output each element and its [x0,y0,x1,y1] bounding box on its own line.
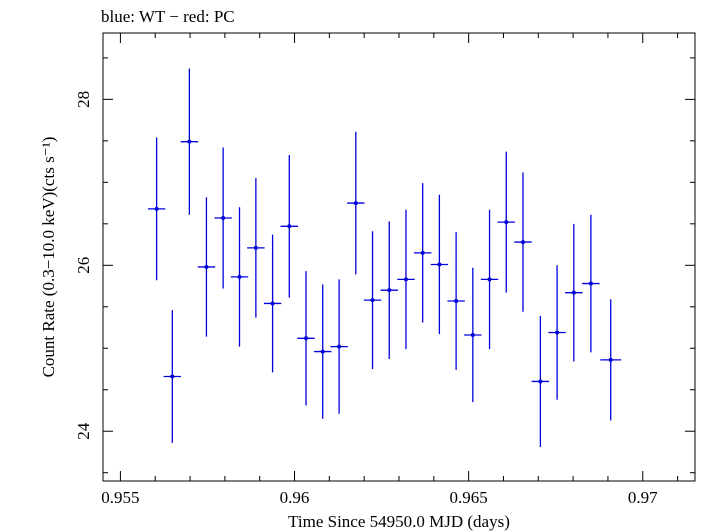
data-point [447,232,465,370]
data-point [413,183,432,323]
x-tick-label: 0.97 [628,488,658,507]
data-point [297,271,315,406]
data-point [347,131,365,275]
data-point [531,315,550,447]
chart-title: blue: WT − red: PC [101,7,235,26]
data-point [330,279,348,414]
data-point [600,299,622,421]
data-series [147,68,622,447]
y-tick-label: 28 [74,91,93,108]
data-point [380,221,398,360]
data-marker [403,277,408,282]
data-point [514,172,532,312]
data-marker [608,357,613,362]
data-marker [555,330,560,335]
data-point [230,207,249,347]
data-point [314,284,332,419]
data-point [214,147,232,289]
data-point [180,68,199,215]
data-marker [320,349,325,354]
data-point [480,209,499,350]
x-tick-label: 0.965 [450,488,488,507]
data-marker [588,281,593,286]
data-marker [420,250,425,255]
data-marker [470,332,475,337]
x-tick-label: 0.955 [101,488,139,507]
data-point [363,231,382,369]
y-axis: 24 26 28 [74,57,695,474]
data-marker [253,245,258,250]
data-marker [170,374,175,379]
x-axis-label: Time Since 54950.0 MJD (days) [288,512,510,531]
data-point [548,265,566,400]
x-axis: 0.955 0.96 0.965 0.97 [101,33,679,507]
data-marker [487,277,492,282]
data-marker [221,216,226,221]
data-point [147,137,166,281]
data-marker [538,379,543,384]
data-marker [237,274,242,279]
data-point [397,209,415,350]
data-marker [337,344,342,349]
data-point [565,223,583,362]
data-marker [287,224,292,229]
y-tick-label: 24 [74,422,93,440]
data-point [197,197,216,337]
data-marker [504,220,509,225]
data-point [582,214,600,353]
data-marker [571,290,576,295]
data-marker [187,139,192,144]
data-marker [204,264,209,269]
data-marker [454,298,459,303]
data-point [247,178,265,318]
data-marker [154,206,159,211]
plot-frame [102,32,696,482]
data-point [464,267,482,403]
data-point [280,154,299,298]
data-point [497,151,515,293]
data-point [430,194,449,335]
data-marker [304,336,309,341]
data-point [263,234,282,373]
data-marker [520,240,525,245]
data-point [163,310,182,443]
data-marker [370,298,375,303]
x-tick-label: 0.96 [280,488,310,507]
data-marker [437,262,442,267]
y-axis-label: Count Rate (0.3−10.0 keV)(cts s⁻¹) [39,137,58,378]
data-marker [387,288,392,293]
data-marker [270,301,275,306]
y-tick-label: 26 [74,257,93,274]
data-marker [353,201,358,206]
